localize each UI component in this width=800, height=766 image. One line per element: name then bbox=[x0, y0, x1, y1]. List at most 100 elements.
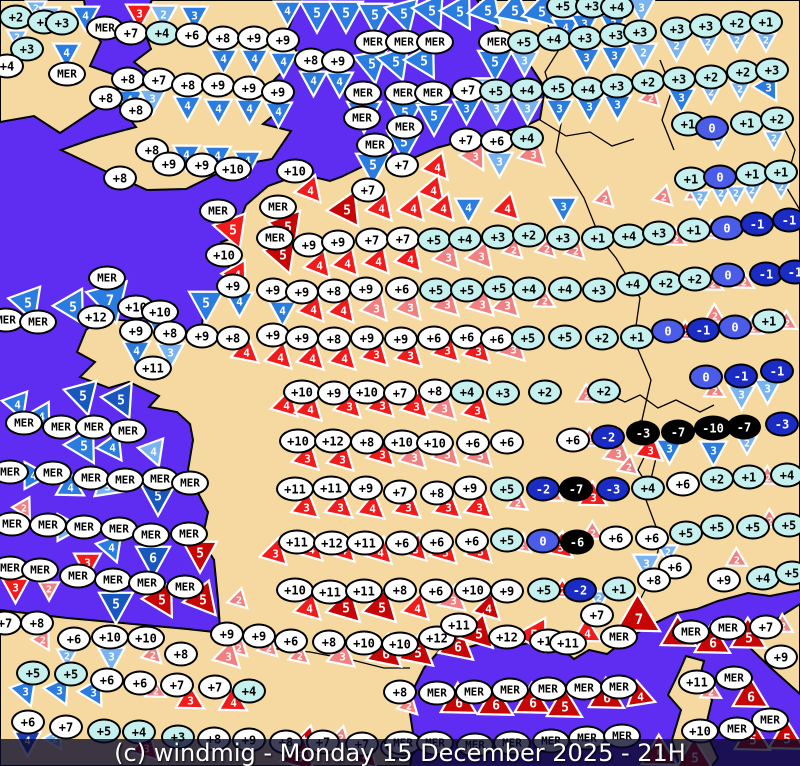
svg-text:2: 2 bbox=[750, 324, 756, 335]
svg-text:3: 3 bbox=[450, 594, 457, 607]
svg-text:5: 5 bbox=[414, 647, 422, 662]
svg-text:3: 3 bbox=[413, 400, 420, 413]
svg-text:3: 3 bbox=[474, 404, 481, 417]
temperature-label: +2 bbox=[512, 222, 546, 248]
svg-text:6: 6 bbox=[492, 699, 500, 714]
temperature-label: +7 bbox=[383, 380, 417, 406]
temperature-label: +10 bbox=[416, 430, 454, 456]
temperature-label: 0 bbox=[526, 528, 560, 554]
temperature-label: +12 bbox=[418, 625, 456, 651]
sea-label: MER bbox=[529, 676, 567, 702]
svg-text:6: 6 bbox=[603, 692, 611, 707]
svg-text:4: 4 bbox=[307, 184, 314, 197]
svg-text:4: 4 bbox=[283, 399, 290, 412]
svg-text:3: 3 bbox=[373, 302, 380, 315]
svg-text:2: 2 bbox=[648, 94, 654, 105]
svg-text:4: 4 bbox=[150, 445, 157, 458]
temperature-label: +4 bbox=[600, 0, 634, 20]
svg-text:4: 4 bbox=[309, 352, 316, 365]
temperature-label: -2 bbox=[563, 577, 597, 603]
sea-label: MER bbox=[75, 414, 113, 440]
svg-text:2: 2 bbox=[602, 195, 608, 206]
temperature-label: +10 bbox=[283, 379, 321, 405]
svg-text:2: 2 bbox=[544, 245, 550, 256]
temperature-label: +3 bbox=[689, 13, 723, 39]
svg-text:4: 4 bbox=[236, 295, 243, 308]
svg-text:4: 4 bbox=[340, 304, 347, 317]
svg-text:3: 3 bbox=[411, 451, 418, 464]
temperature-label: +2 bbox=[700, 466, 734, 492]
wind-triangle: 4 bbox=[300, 247, 331, 279]
svg-text:3: 3 bbox=[476, 501, 483, 514]
wind-triangle: 5 bbox=[382, 0, 420, 36]
temperature-label: -1 bbox=[772, 207, 800, 233]
svg-text:5: 5 bbox=[538, 6, 546, 21]
svg-text:4: 4 bbox=[277, 351, 284, 364]
temperature-label: +4 bbox=[145, 20, 179, 46]
temperature-label: +12 bbox=[77, 304, 115, 330]
temperature-label: +4 bbox=[770, 462, 800, 488]
sea-label: MER bbox=[356, 132, 394, 158]
svg-text:3: 3 bbox=[764, 382, 771, 395]
temperature-label: +1 bbox=[749, 9, 783, 35]
svg-text:3: 3 bbox=[304, 452, 311, 465]
wind-triangle: 4 bbox=[470, 590, 501, 621]
svg-text:2: 2 bbox=[573, 247, 579, 258]
svg-text:4: 4 bbox=[410, 202, 417, 215]
temperature-label: +5 bbox=[775, 560, 800, 586]
temperature-label: +8 bbox=[637, 567, 671, 593]
temperature-label: +10 bbox=[127, 625, 165, 651]
temperature-label: +6 bbox=[455, 528, 489, 554]
svg-text:5: 5 bbox=[202, 297, 210, 312]
temperature-label: +6 bbox=[274, 628, 308, 654]
svg-text:3: 3 bbox=[339, 650, 346, 663]
sea-label: MER bbox=[109, 418, 147, 444]
temperature-label: +6 bbox=[419, 578, 453, 604]
svg-text:3: 3 bbox=[611, 49, 618, 62]
temperature-label: +6 bbox=[417, 325, 451, 351]
svg-text:5: 5 bbox=[491, 56, 499, 71]
svg-text:4: 4 bbox=[215, 102, 222, 115]
wind-triangle: 4 bbox=[359, 243, 390, 275]
svg-text:5: 5 bbox=[745, 632, 753, 647]
temperature-label: +5 bbox=[450, 277, 484, 303]
svg-text:4: 4 bbox=[430, 184, 437, 197]
wind-triangle: 5 bbox=[324, 189, 360, 229]
svg-text:3: 3 bbox=[463, 102, 470, 115]
temperature-label: +2 bbox=[631, 69, 665, 95]
temperature-label: +2 bbox=[585, 325, 619, 351]
temperature-label: +8 bbox=[420, 480, 454, 506]
wind-triangle: 4 bbox=[414, 172, 445, 204]
svg-text:5: 5 bbox=[401, 107, 409, 122]
temperature-label: +5 bbox=[548, 324, 582, 350]
wind-triangle: 4 bbox=[294, 340, 325, 371]
wind-triangle: 3 bbox=[178, 4, 210, 33]
svg-text:2: 2 bbox=[40, 636, 46, 647]
temperature-label: +10 bbox=[205, 242, 243, 268]
svg-text:3: 3 bbox=[441, 402, 448, 415]
svg-text:6: 6 bbox=[454, 641, 462, 656]
svg-text:4: 4 bbox=[316, 259, 323, 272]
svg-text:2: 2 bbox=[33, 4, 39, 15]
svg-text:2: 2 bbox=[712, 387, 718, 398]
temperature-label: +8 bbox=[103, 165, 137, 191]
temperature-label: +5 bbox=[482, 275, 516, 301]
temperature-label: +4 bbox=[512, 276, 546, 302]
temperature-label: +11 bbox=[345, 578, 383, 604]
svg-text:3: 3 bbox=[643, 557, 650, 570]
svg-text:2: 2 bbox=[21, 504, 27, 515]
wind-triangle: 2 bbox=[615, 452, 640, 476]
svg-text:3: 3 bbox=[638, 1, 645, 14]
svg-text:4: 4 bbox=[377, 546, 384, 559]
svg-text:3: 3 bbox=[22, 685, 29, 698]
svg-text:3: 3 bbox=[475, 345, 482, 358]
caption-text: (c) windmig - Monday 15 December 2025 - … bbox=[114, 738, 686, 766]
sea-label: MER bbox=[751, 707, 789, 733]
wind-triangle: 3 bbox=[547, 195, 579, 224]
svg-text:2: 2 bbox=[661, 193, 667, 204]
svg-text:5: 5 bbox=[24, 297, 32, 312]
svg-text:3: 3 bbox=[647, 444, 654, 457]
svg-text:2: 2 bbox=[519, 541, 525, 552]
svg-text:4: 4 bbox=[133, 344, 140, 357]
